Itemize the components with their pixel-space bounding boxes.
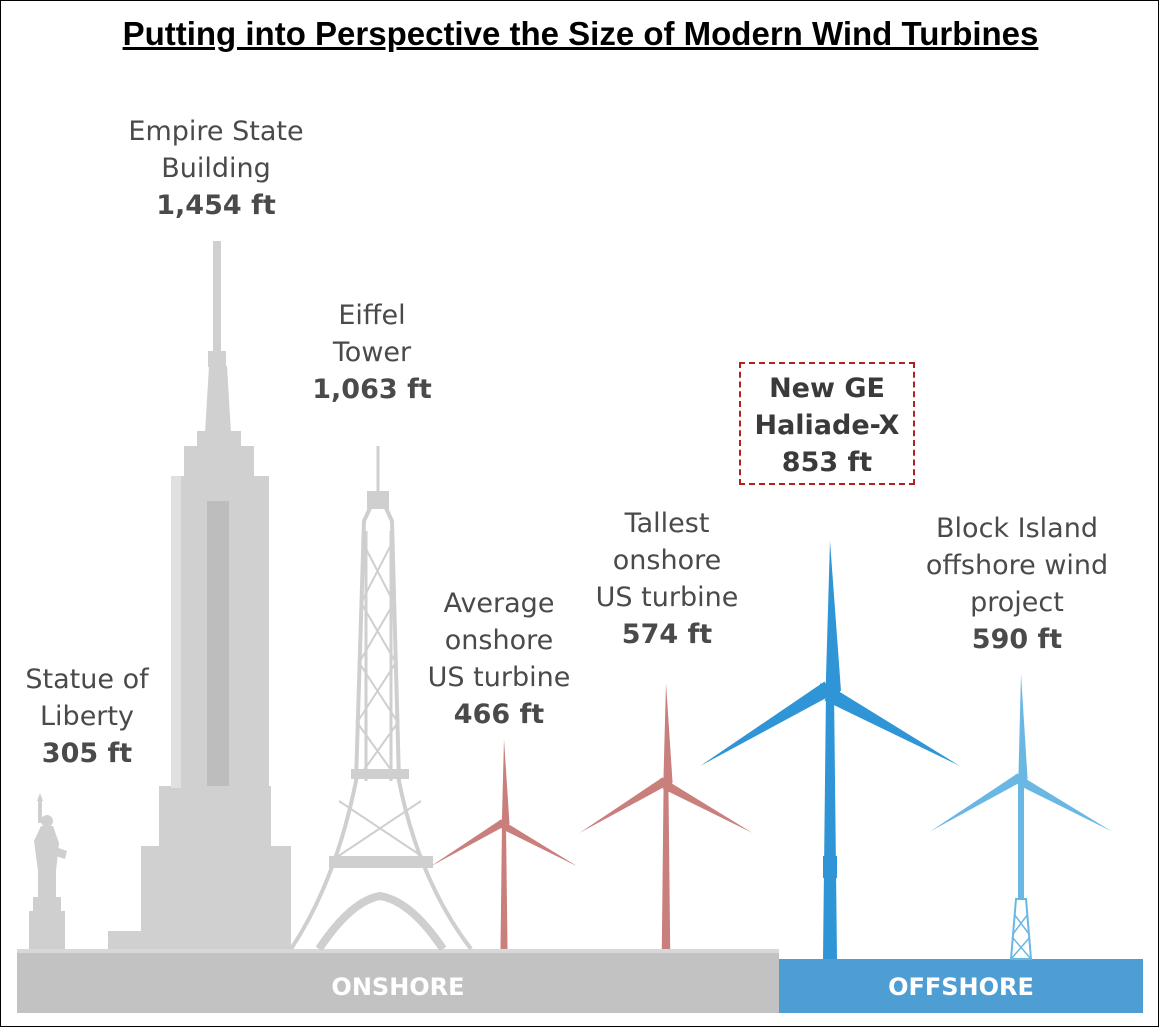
average-onshore-turbine <box>430 739 578 949</box>
statue-of-liberty-figure <box>29 793 67 949</box>
structure-name: Eiffel Tower <box>332 300 412 368</box>
label-statue-of-liberty: Statue of Liberty 305 ft <box>1 661 173 772</box>
structure-name: Block Island offshore wind project <box>925 513 1109 618</box>
structure-height: 305 ft <box>41 738 133 769</box>
label-ge-haliade-x: New GE Haliade-X 853 ft <box>739 370 915 481</box>
eiffel-tower-figure <box>289 446 473 952</box>
structure-name: Tallest onshore US turbine <box>595 508 739 613</box>
label-empire-state-building: Empire State Building 1,454 ft <box>101 113 331 224</box>
offshore-ground-bar <box>779 959 1143 1013</box>
onshore-ground-bar <box>17 949 779 1013</box>
onshore-label: ONSHORE <box>331 973 465 1001</box>
structure-height: 1,454 ft <box>156 190 276 221</box>
tallest-onshore-turbine <box>579 683 753 949</box>
structure-height: 853 ft <box>781 447 873 478</box>
structure-name: Empire State Building <box>128 116 304 184</box>
empire-state-building-figure <box>108 241 291 949</box>
structure-name: New GE Haliade-X <box>754 373 900 441</box>
offshore-label: OFFSHORE <box>888 973 1034 1001</box>
onshore-ground-top <box>17 949 779 953</box>
ge-haliade-x-turbine <box>700 541 960 959</box>
label-tallest-onshore-turbine: Tallest onshore US turbine 574 ft <box>577 505 757 653</box>
structure-name: Average onshore US turbine <box>427 588 571 693</box>
structure-height: 590 ft <box>971 624 1063 655</box>
ge-highlight-box <box>739 362 915 485</box>
label-average-onshore-turbine: Average onshore US turbine 466 ft <box>409 585 589 733</box>
infographic-title: Putting into Perspective the Size of Mod… <box>122 15 1039 52</box>
block-island-turbine <box>930 674 1112 960</box>
label-eiffel-tower: Eiffel Tower 1,063 ft <box>291 297 453 408</box>
structure-height: 1,063 ft <box>312 374 432 405</box>
structure-height: 574 ft <box>621 619 713 650</box>
structure-name: Statue of Liberty <box>25 664 149 732</box>
structure-height: 466 ft <box>453 699 545 730</box>
label-block-island-turbine: Block Island offshore wind project 590 f… <box>901 510 1133 658</box>
